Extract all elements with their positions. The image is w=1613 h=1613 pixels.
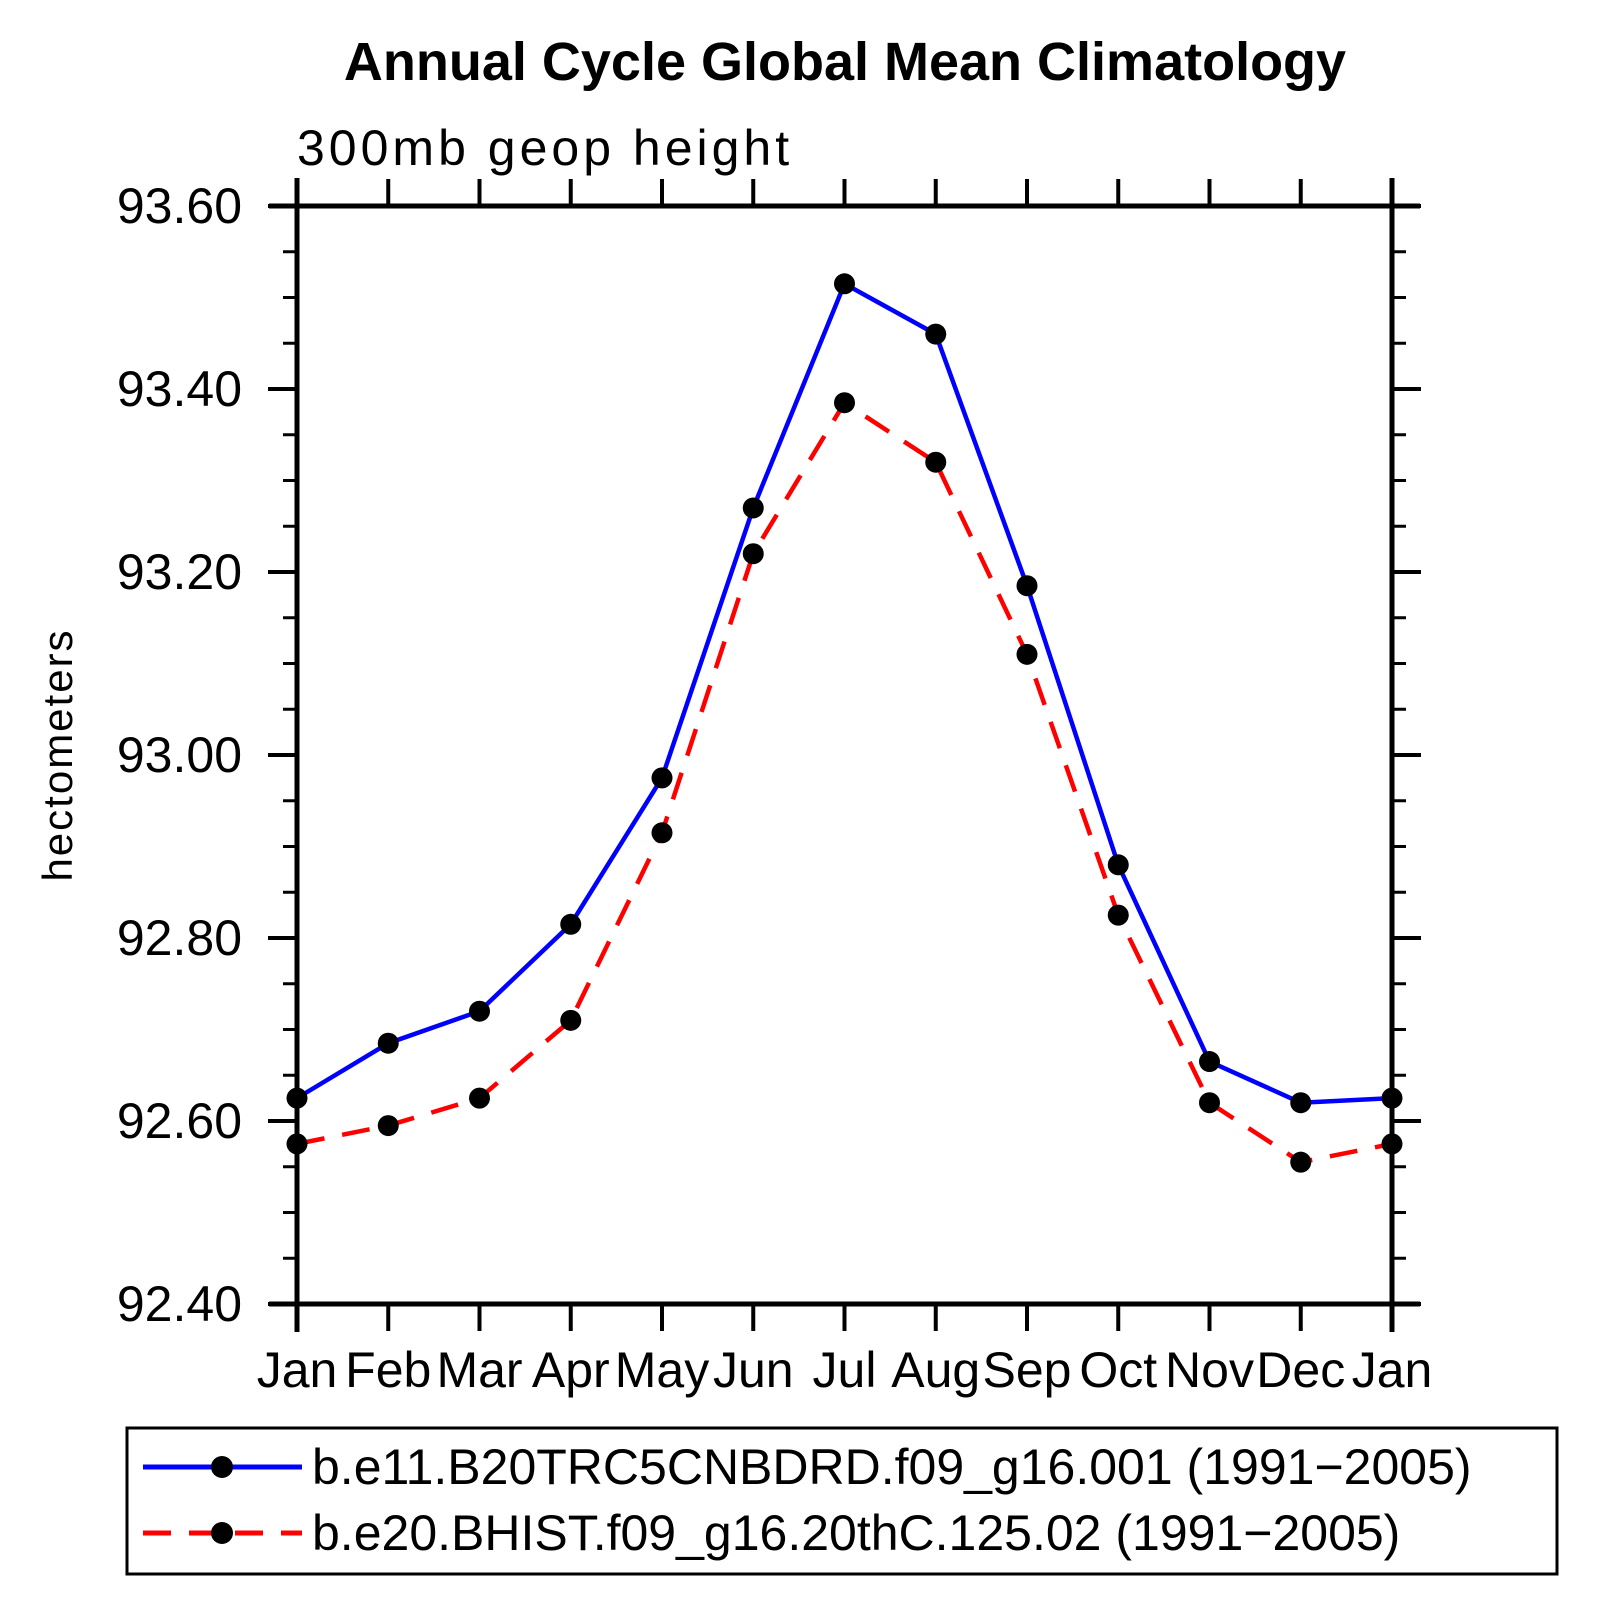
x-tick-label: Dec <box>1256 1342 1345 1398</box>
data-point <box>651 822 673 844</box>
legend-label: b.e11.B20TRC5CNBDRD.f09_g16.001 (1991−20… <box>312 1439 1472 1495</box>
x-tick-label: Oct <box>1079 1342 1157 1398</box>
data-point <box>1199 1051 1220 1073</box>
y-tick-label: 92.80 <box>117 910 242 966</box>
data-point <box>377 1032 399 1054</box>
legend-item: b.e20.BHIST.f09_g16.20thC.125.02 (1991−2… <box>143 1505 1400 1561</box>
legend-item: b.e11.B20TRC5CNBDRD.f09_g16.001 (1991−20… <box>143 1439 1472 1495</box>
data-point <box>1290 1092 1312 1114</box>
y-tick-label: 92.60 <box>117 1093 242 1149</box>
legend-swatch-marker <box>211 1456 233 1478</box>
x-tick-label: Mar <box>436 1342 522 1398</box>
x-tick-label: Jan <box>257 1342 338 1398</box>
data-point <box>286 1087 308 1109</box>
x-tick-label: Jan <box>1352 1342 1433 1398</box>
data-point <box>1016 575 1038 597</box>
data-point <box>469 1087 490 1109</box>
data-point <box>560 1009 582 1031</box>
data-point <box>1290 1151 1312 1173</box>
legend-swatch-marker <box>211 1522 233 1544</box>
y-tick-label: 93.20 <box>117 544 242 600</box>
data-point <box>1016 643 1038 665</box>
series-lines <box>286 273 1403 1173</box>
x-tick-label: Aug <box>891 1342 980 1398</box>
legend-box <box>125 1426 1559 1576</box>
y-axis-label: hectometers <box>34 628 81 881</box>
x-tick-label: Nov <box>1165 1342 1254 1398</box>
data-point <box>286 1133 308 1155</box>
data-point <box>1107 904 1129 926</box>
y-tick-label: 93.60 <box>117 178 242 234</box>
data-point <box>925 451 947 473</box>
x-tick-label: Jul <box>813 1342 877 1398</box>
data-point <box>469 1000 490 1022</box>
data-point <box>377 1115 399 1137</box>
data-point <box>1107 854 1129 876</box>
y-tick-label: 93.40 <box>117 361 242 417</box>
y-tick-label: 92.40 <box>117 1276 242 1332</box>
data-point <box>1381 1133 1403 1155</box>
data-point <box>560 913 582 935</box>
y-tick-label: 93.00 <box>117 727 242 783</box>
legend-label: b.e20.BHIST.f09_g16.20thC.125.02 (1991−2… <box>312 1505 1400 1561</box>
chart-subtitle: 300mb geop height <box>297 120 793 176</box>
x-tick-label: Feb <box>345 1342 431 1398</box>
x-tick-label: Jun <box>713 1342 794 1398</box>
data-point <box>651 767 673 789</box>
data-point <box>925 323 947 345</box>
data-point <box>1381 1087 1403 1109</box>
series-line-2 <box>296 399 1393 1165</box>
x-tick-label: Apr <box>532 1342 610 1398</box>
data-point <box>834 273 855 295</box>
x-tick-label: May <box>615 1342 709 1398</box>
legend: b.e11.B20TRC5CNBDRD.f09_g16.001 (1991−20… <box>125 1426 1559 1576</box>
x-tick-label: Sep <box>983 1342 1072 1398</box>
data-point <box>742 543 764 565</box>
data-point <box>834 392 855 414</box>
data-point <box>1199 1092 1220 1114</box>
chart-title: Annual Cycle Global Mean Climatology <box>344 32 1346 92</box>
data-point <box>742 497 764 519</box>
